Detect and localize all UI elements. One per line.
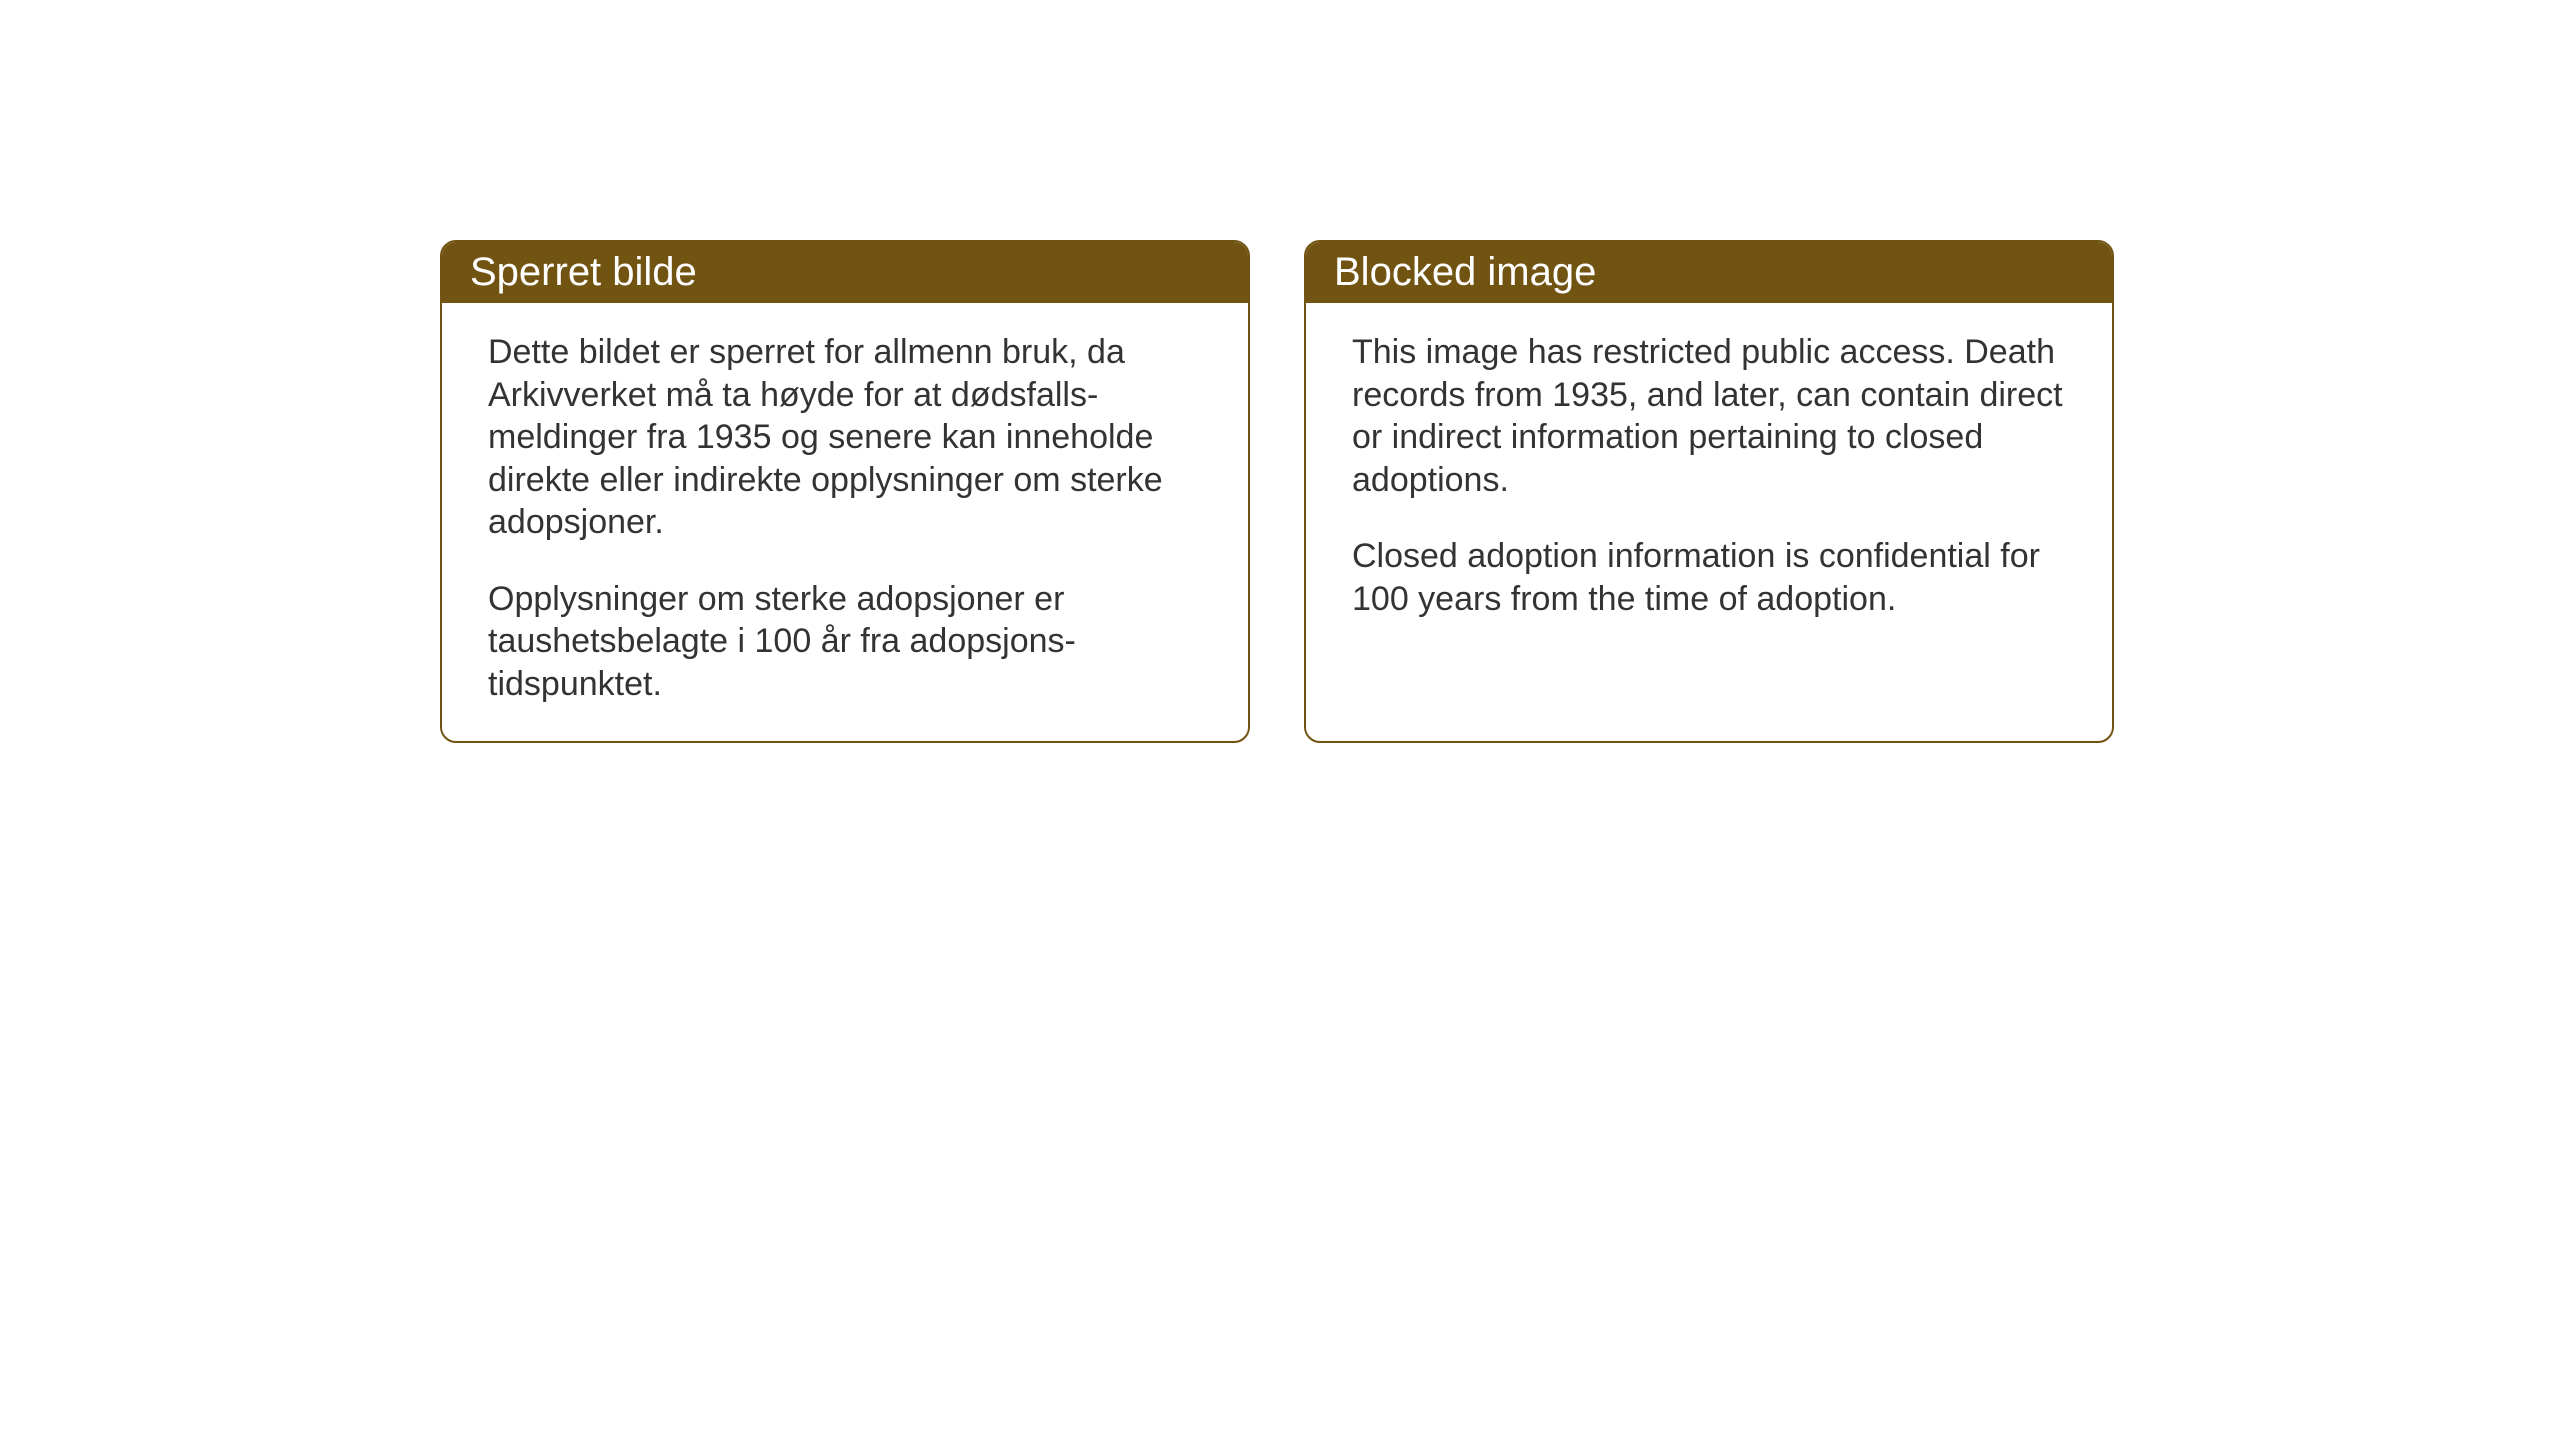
card-title-norwegian: Sperret bilde bbox=[442, 242, 1248, 303]
card-norwegian: Sperret bilde Dette bildet er sperret fo… bbox=[440, 240, 1250, 743]
cards-container: Sperret bilde Dette bildet er sperret fo… bbox=[440, 240, 2114, 743]
paragraph-1-english: This image has restricted public access.… bbox=[1352, 331, 2066, 501]
paragraph-2-norwegian: Opplysninger om sterke adopsjoner er tau… bbox=[488, 578, 1202, 706]
card-body-norwegian: Dette bildet er sperret for allmenn bruk… bbox=[442, 303, 1248, 741]
paragraph-1-norwegian: Dette bildet er sperret for allmenn bruk… bbox=[488, 331, 1202, 544]
card-body-english: This image has restricted public access.… bbox=[1306, 303, 2112, 703]
card-english: Blocked image This image has restricted … bbox=[1304, 240, 2114, 743]
card-title-english: Blocked image bbox=[1306, 242, 2112, 303]
paragraph-2-english: Closed adoption information is confident… bbox=[1352, 535, 2066, 620]
